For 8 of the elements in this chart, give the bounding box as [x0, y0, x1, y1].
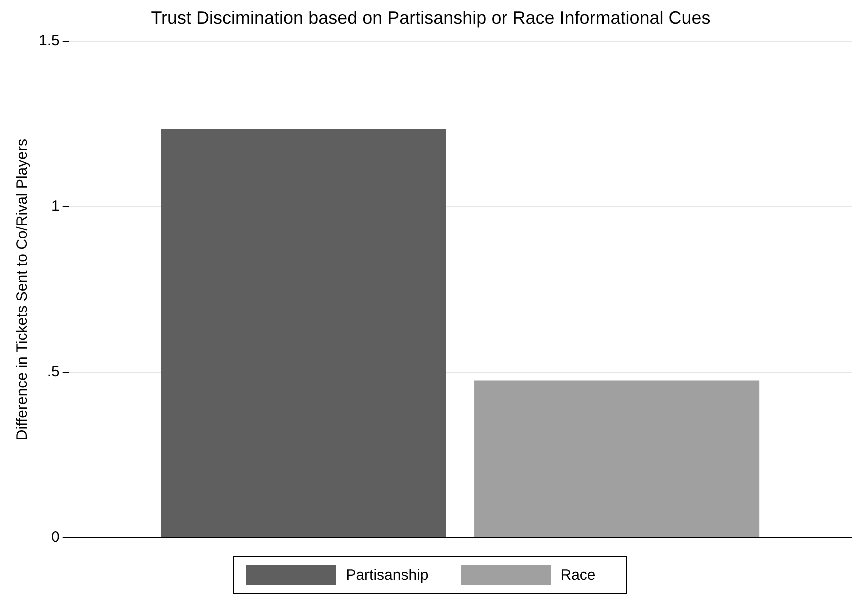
y-tick-label: 1 — [52, 198, 60, 216]
y-tick-label: 0 — [52, 529, 60, 546]
y-tick-label: .5 — [47, 364, 60, 381]
chart-title: Trust Discimination based on Partisanship or Race Informational Cues — [151, 8, 711, 28]
y-axis-title: Difference in Tickets Sent to Co/Rival Players — [14, 139, 32, 441]
series-label: Race — [560, 566, 596, 584]
y-tick-label: 1.5 — [38, 32, 60, 50]
series-label: Partisanship — [346, 566, 429, 584]
